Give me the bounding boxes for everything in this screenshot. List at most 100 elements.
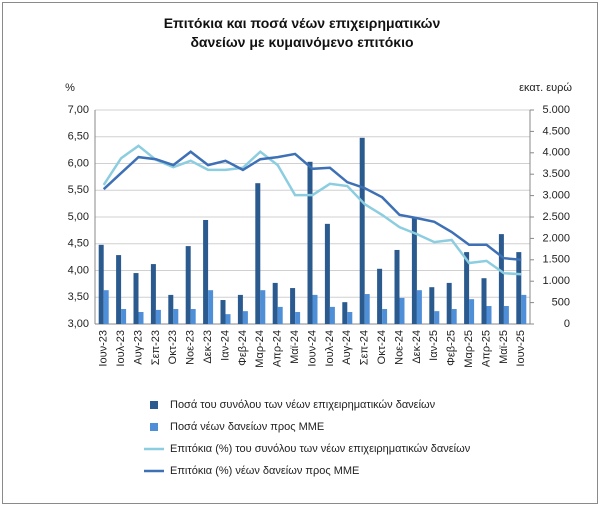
bar: [155, 309, 161, 324]
x-tick-label: Μαρ-24: [254, 330, 266, 368]
bar: [324, 223, 330, 324]
y-tick-label: 7,00: [68, 104, 89, 116]
bar: [377, 268, 383, 324]
x-tick-label: Οκτ-23: [167, 330, 179, 364]
bar: [290, 288, 296, 324]
x-tick-label: Απρ-25: [480, 330, 492, 367]
y2-tick-label: 1.000: [542, 275, 570, 287]
bar: [503, 306, 509, 324]
bar: [359, 137, 365, 324]
y2-tick-label: 1.500: [542, 254, 570, 266]
y-tick-label: 3,50: [68, 291, 89, 303]
bar: [411, 217, 417, 324]
chart-title: Επιτόκια και ποσά νέων επιχειρηματικών δ…: [163, 15, 441, 50]
y-tick-label: 6,00: [68, 157, 89, 169]
x-tick-label: Μαϊ-24: [289, 330, 301, 364]
bar: [434, 311, 440, 324]
y2-tick-label: 0: [564, 318, 570, 330]
bar: [446, 282, 452, 324]
bar: [203, 219, 209, 324]
y2-tick-label: 4.500: [542, 125, 570, 137]
bar: [364, 294, 370, 324]
x-tick-label: Ιουλ-23: [115, 330, 127, 367]
legend-label: Επιτόκια (%) νέων δανείων προς ΜΜΕ: [170, 465, 359, 477]
bar: [190, 309, 196, 324]
bar: [382, 309, 388, 324]
legend-swatch: [150, 423, 158, 431]
y2-axis-label: εκατ. ευρώ: [519, 82, 572, 94]
line: [102, 144, 522, 276]
bar: [242, 311, 248, 324]
legend-label: Ποσά νέων δανείων προς ΜΜΕ: [170, 421, 324, 433]
y2-tick-label: 500: [552, 297, 570, 309]
x-tick-label: Σεπ-24: [359, 330, 371, 365]
bar: [121, 309, 127, 324]
bar: [481, 278, 487, 324]
bar: [429, 287, 435, 324]
y-axis-label: %: [65, 82, 75, 94]
x-tick-label: Αυγ-24: [341, 330, 353, 365]
bar: [399, 297, 405, 324]
y2-tick-label: 5.000: [542, 104, 570, 116]
bar: [464, 252, 470, 324]
bar: [521, 294, 527, 324]
bar: [133, 273, 139, 324]
bar: [138, 312, 144, 324]
bar: [347, 312, 353, 324]
x-tick-label: Αυγ-23: [132, 330, 144, 365]
bar: [312, 294, 318, 324]
bar: [98, 244, 104, 324]
y-tick-label: 4,00: [68, 264, 89, 276]
x-tick-label: Ιουν-23: [98, 330, 110, 367]
y-tick-label: 5,50: [68, 184, 89, 196]
bar: [225, 314, 231, 324]
bar: [220, 300, 226, 324]
legend-swatch: [150, 401, 158, 409]
bar: [451, 309, 457, 324]
y2-tick-label: 4.000: [542, 147, 570, 159]
bar: [486, 306, 492, 324]
y-tick-label: 5,00: [68, 211, 89, 223]
bar: [116, 255, 122, 324]
bar: [329, 306, 335, 324]
bar: [469, 299, 475, 324]
x-tick-label: Φεβ-24: [237, 330, 249, 366]
line: [102, 150, 522, 262]
legend-label: Ποσά του συνόλου των νέων επιχειρηματικώ…: [170, 399, 436, 411]
y2-tick-label: 2.000: [542, 232, 570, 244]
x-tick-label: Φεβ-25: [446, 330, 458, 366]
y2-tick-label: 3.000: [542, 190, 570, 202]
bar: [272, 282, 278, 324]
legend-label: Επιτόκια (%) του συνόλου των νέων επιχει…: [170, 443, 471, 455]
bar: [260, 290, 266, 324]
bar: [498, 234, 504, 324]
bar: [185, 246, 191, 324]
y-tick-label: 6,50: [68, 131, 89, 143]
bar: [255, 183, 261, 324]
x-tick-label: Απρ-24: [272, 330, 284, 367]
x-tick-label: Σεπ-23: [150, 330, 162, 365]
chart-frame: [2, 2, 598, 504]
y-tick-label: 4,50: [68, 238, 89, 250]
bar: [307, 161, 313, 324]
bar: [103, 290, 109, 324]
bar: [150, 264, 156, 324]
bar: [295, 312, 301, 324]
bar: [277, 306, 283, 324]
x-tick-label: Ιαν-25: [428, 330, 440, 361]
bar: [173, 309, 179, 324]
x-tick-label: Ιουλ-24: [324, 330, 336, 367]
y-tick-label: 3,00: [68, 318, 89, 330]
bar: [168, 294, 174, 324]
x-tick-label: Νοε-24: [393, 330, 405, 365]
bar: [516, 252, 522, 324]
bar: [342, 302, 348, 324]
x-tick-label: Ιουν-25: [515, 330, 527, 367]
bar: [394, 249, 400, 324]
x-tick-label: Ιουν-24: [306, 330, 318, 367]
bar: [208, 290, 214, 324]
x-tick-label: Δεκ-23: [202, 330, 214, 364]
x-tick-label: Νοε-23: [185, 330, 197, 365]
x-tick-label: Δεκ-24: [411, 330, 423, 364]
